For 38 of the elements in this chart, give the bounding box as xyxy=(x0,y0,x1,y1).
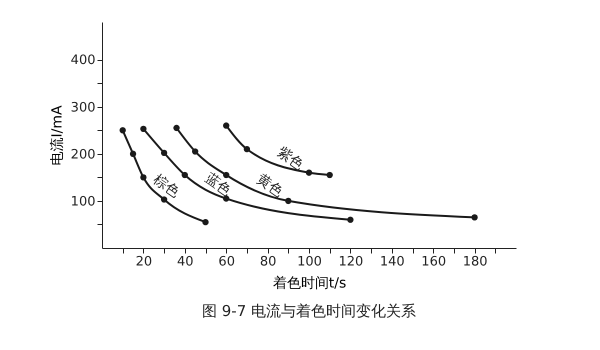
y-tick-label: 400 xyxy=(70,53,96,68)
point xyxy=(160,150,168,156)
point xyxy=(140,174,147,181)
point xyxy=(182,172,188,178)
x-tick-label: 140 xyxy=(380,254,405,270)
text: 棕色 xyxy=(150,172,182,201)
x-tick-label: 80 xyxy=(260,254,276,270)
point xyxy=(223,122,230,129)
point xyxy=(347,216,354,223)
point xyxy=(223,172,230,178)
point xyxy=(173,124,180,132)
y-tick-label: 300 xyxy=(70,100,96,116)
point xyxy=(471,214,478,221)
y-axis-title: 电流I/mA xyxy=(50,105,66,166)
x-axis-title: 着色时间t/s xyxy=(272,276,346,292)
point xyxy=(130,150,136,157)
text: 图 9-7 电流与着色时间变化关系 xyxy=(202,302,416,320)
x-tick-label: 100 xyxy=(297,254,322,270)
x-tick-label: 180 xyxy=(462,254,488,270)
point xyxy=(202,218,209,226)
text: 蓝色 xyxy=(202,170,234,200)
x-tick-label: 120 xyxy=(338,254,364,270)
point xyxy=(140,126,147,132)
point xyxy=(160,196,168,203)
point xyxy=(306,170,312,176)
y-tick-label: 200 xyxy=(70,147,96,162)
point xyxy=(326,172,333,178)
text: 黄色 xyxy=(254,171,286,200)
text: 紫色 xyxy=(274,144,307,174)
point xyxy=(192,148,198,155)
x-tick-label: 40 xyxy=(177,254,194,270)
y-tick-label: 100 xyxy=(70,194,96,210)
x-tick-label: 60 xyxy=(218,254,235,270)
x-tick-label: 20 xyxy=(136,254,152,270)
point xyxy=(120,127,126,134)
x-tick-label: 160 xyxy=(421,254,446,270)
point xyxy=(244,146,250,152)
point xyxy=(285,198,292,204)
